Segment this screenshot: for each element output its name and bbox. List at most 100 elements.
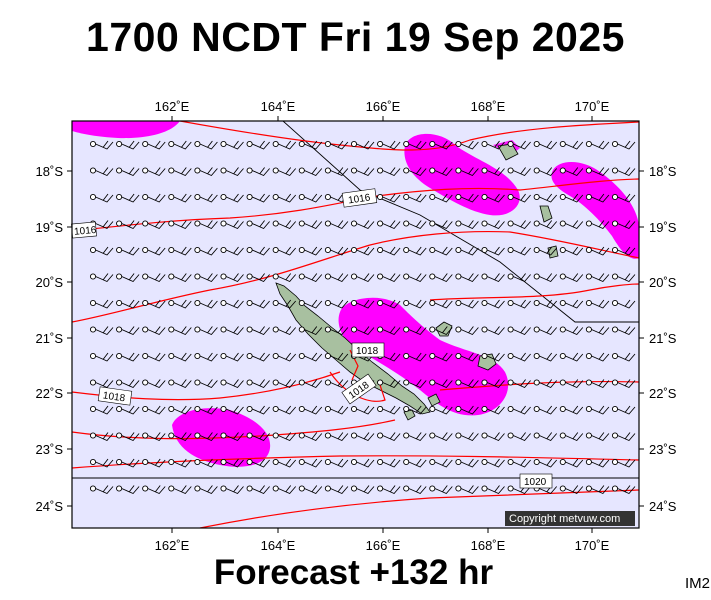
wind-barb [455, 193, 479, 203]
wind-barb [455, 379, 479, 389]
wind-barb [324, 299, 349, 309]
wind-barb [403, 326, 427, 336]
wind-barb [350, 405, 375, 415]
wind-barb [324, 458, 349, 468]
isobar-label: 1018 [97, 386, 133, 406]
wind-barb [455, 167, 479, 177]
isobar-label: 1016 [71, 221, 97, 239]
wind-barb [194, 167, 218, 177]
wind-barb [168, 220, 192, 230]
wind-barb [194, 405, 218, 415]
wind-barb [403, 273, 427, 283]
rain-area-northwest [72, 121, 180, 139]
wind-barb [507, 220, 531, 230]
wind-barb [194, 273, 218, 283]
wind-barb [377, 485, 401, 495]
wind-barb [116, 458, 140, 468]
wind-barb [507, 379, 531, 389]
wind-barb [611, 273, 636, 283]
wind-barb [246, 352, 270, 362]
lat-label: 19˚S [649, 220, 677, 235]
wind-barb [481, 299, 505, 309]
wind-barb [272, 299, 297, 309]
wind-barb [272, 220, 297, 230]
lon-label: 162˚E [155, 538, 190, 553]
lon-label: 162˚E [155, 99, 190, 114]
wind-barb [481, 273, 505, 283]
lat-label: 20˚S [36, 275, 64, 290]
wind-barb [377, 246, 401, 256]
wind-barb [220, 246, 244, 256]
wind-barb [507, 352, 531, 362]
lon-label: 164˚E [261, 99, 296, 114]
wind-barb [116, 485, 140, 495]
latitude-labels-right: 18˚S 19˚S 20˚S 21˚S 22˚S 23˚S 24˚S [649, 164, 677, 514]
wind-barb [403, 246, 427, 256]
wind-barb [507, 167, 531, 177]
wind-barb [116, 326, 140, 336]
wind-barb [220, 379, 244, 389]
wind-barb [377, 193, 401, 203]
longitude-axis-top [171, 116, 593, 121]
wind-barb [559, 167, 584, 177]
wind-barb [455, 140, 479, 150]
wind-barb [220, 432, 244, 442]
wind-barb [403, 140, 427, 150]
wind-barb [455, 273, 479, 283]
wind-barb [533, 140, 558, 150]
wind-barb [429, 220, 453, 230]
isobar-label: 1020 [519, 473, 553, 489]
wind-barb [481, 326, 505, 336]
wind-barb [481, 379, 505, 389]
isle-of-pines [403, 409, 416, 421]
wind-barb [298, 246, 323, 256]
wind-barb [429, 193, 453, 203]
wind-barb [507, 140, 531, 150]
wind-barb [585, 405, 610, 415]
wind-barb [559, 140, 584, 150]
svg-text:1018: 1018 [356, 346, 379, 357]
wind-barb [429, 352, 453, 362]
wind-barb [168, 140, 192, 150]
wind-barb [194, 193, 218, 203]
wind-barb [298, 326, 323, 336]
wind-barb [298, 220, 323, 230]
lon-label: 168˚E [471, 99, 506, 114]
wind-barb [429, 405, 453, 415]
wind-barb [559, 405, 584, 415]
wind-barb [377, 432, 401, 442]
wind-barb [298, 485, 323, 495]
svg-text:Copyright metvuw.com: Copyright metvuw.com [509, 513, 620, 525]
longitude-labels-top: 162˚E 164˚E 166˚E 168˚E 170˚E [155, 99, 610, 114]
svg-text:1020: 1020 [524, 477, 547, 488]
wind-barb [350, 458, 375, 468]
wind-barb [89, 299, 114, 309]
wind-barb [168, 485, 192, 495]
lon-label: 166˚E [366, 538, 401, 553]
wind-barb [272, 140, 297, 150]
wind-barb [559, 352, 584, 362]
wind-barb [559, 220, 584, 230]
wind-barb [246, 220, 270, 230]
wind-barb [533, 273, 558, 283]
isobar-label: 1016 [341, 188, 378, 208]
svg-text:1016: 1016 [348, 192, 372, 206]
wind-barb [142, 458, 166, 468]
wind-barb [507, 299, 531, 309]
wind-barb [220, 326, 244, 336]
lat-label: 23˚S [649, 442, 677, 457]
isobar-labels: 1016 1016 1018 1018 1018 1020 [71, 188, 553, 489]
wind-barb [324, 220, 349, 230]
wind-barb [585, 432, 610, 442]
wind-barb [220, 273, 244, 283]
wind-barb [272, 326, 297, 336]
wind-barb [429, 326, 453, 336]
wind-barb [481, 458, 505, 468]
lat-label: 22˚S [36, 386, 64, 401]
lon-label: 170˚E [575, 99, 610, 114]
wind-barb [168, 379, 192, 389]
wind-barb [507, 432, 531, 442]
map-frame [71, 120, 640, 529]
wind-barb [142, 432, 166, 442]
wind-barb [298, 299, 323, 309]
